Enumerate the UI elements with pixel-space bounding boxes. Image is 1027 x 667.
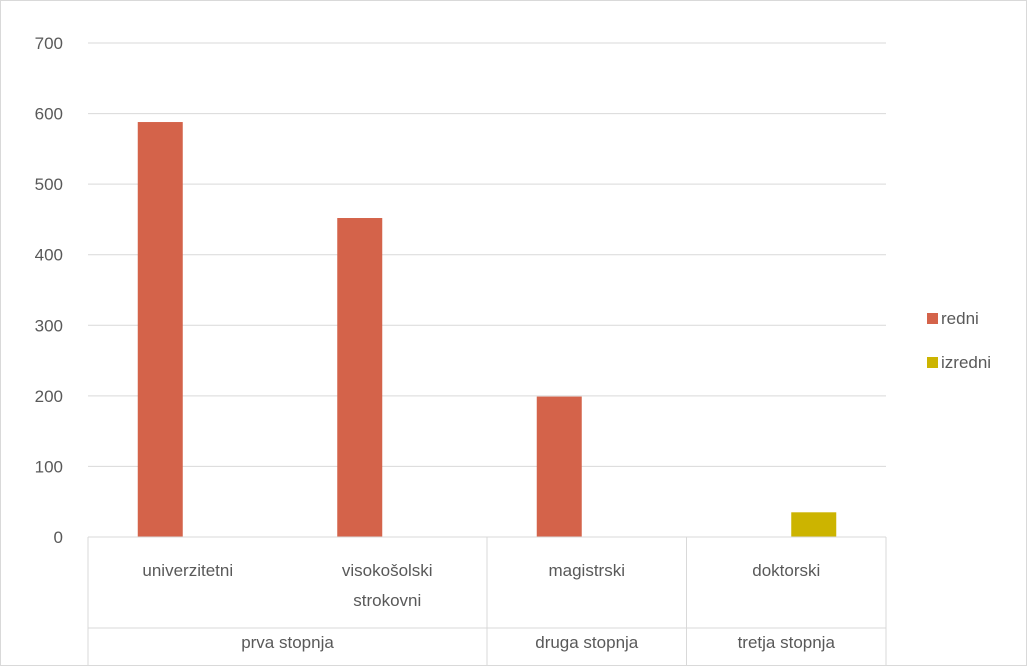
y-tick-label: 0 xyxy=(54,528,63,547)
bar-izredni xyxy=(791,512,837,537)
bar-redni xyxy=(536,396,582,537)
bars xyxy=(137,122,837,537)
x-category-label: doktorski xyxy=(752,561,820,580)
y-axis-tick-labels: 0 100 200 300 400 500 600 700 xyxy=(35,34,63,547)
legend-label-redni: redni xyxy=(941,309,979,328)
x-group-label: prva stopnja xyxy=(241,633,334,652)
x-category-label: univerzitetni xyxy=(142,561,233,580)
y-tick-label: 600 xyxy=(35,105,63,124)
bar-redni xyxy=(137,122,183,537)
x-group-label: druga stopnja xyxy=(535,633,639,652)
y-tick-label: 700 xyxy=(35,34,63,53)
y-tick-label: 300 xyxy=(35,316,63,335)
legend-swatch-redni xyxy=(927,313,938,324)
x-group-label: tretja stopnja xyxy=(738,633,836,652)
x-axis: univerzitetni visokošolski strokovni magist… xyxy=(87,536,887,665)
legend: redni izredni xyxy=(927,309,991,372)
x-category-label: visokošolski xyxy=(342,561,433,580)
x-category-label: strokovni xyxy=(353,591,421,610)
legend-label-izredni: izredni xyxy=(941,353,991,372)
y-tick-label: 500 xyxy=(35,175,63,194)
legend-swatch-izredni xyxy=(927,357,938,368)
y-tick-label: 200 xyxy=(35,387,63,406)
x-category-label: magistrski xyxy=(548,561,625,580)
y-tick-label: 100 xyxy=(35,457,63,476)
gridlines xyxy=(88,42,886,538)
bar-redni xyxy=(337,218,383,537)
y-tick-label: 400 xyxy=(35,246,63,265)
